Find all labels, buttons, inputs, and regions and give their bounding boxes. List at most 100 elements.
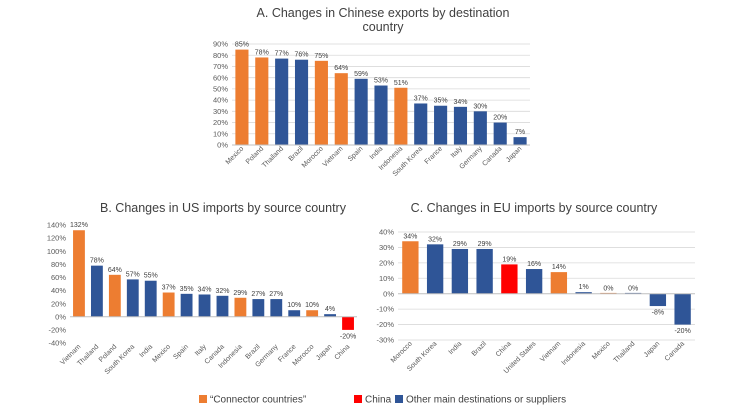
a-bar-1 (255, 57, 269, 145)
a-data-label-11: 34% (453, 99, 467, 106)
b-bar-7 (198, 294, 211, 317)
b-bar-2 (108, 274, 121, 317)
b-data-label-10: 27% (251, 291, 265, 298)
c-title-line-1: C. Changes in EU imports by source count… (411, 201, 658, 215)
c-data-label-9: 0% (628, 286, 638, 293)
c-data-label-4: 19% (502, 256, 516, 263)
legend-label-connector: “Connector countries” (210, 395, 306, 406)
a-ytick-label-7: 70% (213, 62, 228, 71)
a-category-label-13: Canada (481, 145, 503, 167)
c-data-label-1: 32% (428, 236, 442, 243)
b-data-label-14: 4% (325, 306, 335, 313)
chart-b: B. Changes in US imports by source count… (47, 201, 357, 376)
c-data-label-0: 34% (403, 233, 417, 240)
a-bar-8 (394, 87, 408, 145)
b-title-line-1: B. Changes in US imports by source count… (100, 201, 347, 215)
b-category-label-6: Spain (172, 343, 190, 361)
a-bar-10 (434, 105, 448, 145)
a-title-line-2: country (363, 20, 405, 34)
c-category-label-9: Thailand (613, 340, 637, 364)
c-category-label-4: China (495, 340, 513, 358)
legend-swatch-china (354, 395, 362, 403)
c-category-label-8: Mexico (591, 340, 612, 361)
a-ytick-label-1: 10% (213, 129, 228, 138)
c-data-label-11: -20% (674, 328, 690, 335)
c-category-label-6: Vietnam (539, 340, 562, 363)
a-bar-5 (334, 73, 348, 145)
b-data-label-13: 10% (305, 302, 319, 309)
a-ytick-label-9: 90% (213, 40, 228, 49)
a-ytick-label-5: 50% (213, 84, 228, 93)
b-ytick-label-1: -20% (48, 325, 66, 334)
c-category-label-10: Japan (643, 340, 662, 359)
a-bar-13 (493, 122, 507, 145)
c-data-label-5: 16% (527, 261, 541, 268)
a-data-label-8: 51% (394, 80, 408, 87)
c-data-label-7: 1% (579, 284, 589, 291)
b-bar-13 (306, 310, 319, 317)
a-data-label-5: 64% (334, 65, 348, 72)
legend-swatch-other (395, 395, 403, 403)
a-category-label-5: Vietnam (322, 145, 345, 168)
c-data-label-10: -8% (652, 310, 664, 317)
c-bar-10 (649, 293, 667, 307)
a-bar-7 (374, 85, 388, 145)
b-data-label-7: 34% (198, 286, 212, 293)
a-data-label-2: 77% (275, 51, 289, 58)
b-ytick-label-0: -40% (48, 339, 66, 348)
b-bar-10 (252, 299, 265, 317)
b-bar-1 (90, 265, 103, 317)
a-ytick-label-0: 0% (217, 141, 228, 150)
b-bar-11 (270, 299, 283, 317)
b-ytick-label-4: 40% (51, 286, 66, 295)
b-ytick-label-2: 0% (55, 312, 66, 321)
a-bar-4 (314, 60, 328, 146)
chart-c: C. Changes in EU imports by source count… (376, 201, 695, 375)
c-ytick-label-6: 30% (379, 243, 394, 252)
c-bar-7 (575, 292, 592, 294)
b-category-label-4: India (138, 343, 154, 359)
c-category-label-11: Canada (664, 340, 686, 362)
a-data-label-0: 85% (235, 42, 249, 49)
b-ytick-label-9: 140% (47, 221, 67, 230)
c-ytick-label-7: 40% (379, 228, 394, 237)
c-ytick-label-2: -10% (376, 305, 394, 314)
a-data-label-13: 20% (493, 115, 507, 122)
legend: “Connector countries” China Other main des… (199, 395, 566, 406)
c-bar-0 (402, 241, 419, 294)
a-data-label-6: 59% (354, 71, 368, 78)
a-bar-0 (235, 49, 249, 145)
legend-swatch-connector (199, 395, 207, 403)
b-bar-12 (288, 310, 301, 317)
a-data-label-7: 53% (374, 78, 388, 85)
b-data-label-4: 55% (144, 273, 158, 280)
c-bar-11 (674, 293, 691, 325)
c-data-label-8: 0% (603, 286, 613, 293)
a-category-label-10: France (424, 145, 444, 165)
b-bar-4 (144, 280, 157, 317)
a-bar-2 (275, 58, 289, 145)
a-ytick-label-2: 20% (213, 118, 228, 127)
c-ytick-label-1: -20% (376, 320, 394, 329)
b-category-label-5: Mexico (151, 343, 172, 364)
a-data-label-14: 7% (515, 129, 525, 136)
b-bar-14 (324, 314, 337, 317)
a-ytick-label-4: 40% (213, 96, 228, 105)
b-data-label-5: 37% (162, 285, 176, 292)
c-bar-5 (525, 269, 543, 294)
c-bar-1 (426, 244, 444, 294)
b-category-label-7: Italy (194, 343, 208, 357)
a-category-label-2: Thailand (261, 145, 285, 169)
a-bar-14 (513, 137, 527, 145)
a-category-label-7: India (369, 145, 385, 161)
c-data-label-3: 29% (478, 241, 492, 248)
legend-label-china: China (365, 395, 392, 406)
b-data-label-11: 27% (269, 291, 283, 298)
b-data-label-8: 32% (215, 288, 229, 295)
b-ytick-label-7: 100% (47, 247, 67, 256)
a-data-label-4: 75% (314, 53, 328, 60)
c-category-label-2: India (448, 340, 464, 356)
b-bar-5 (162, 292, 175, 317)
a-bar-3 (294, 59, 309, 145)
